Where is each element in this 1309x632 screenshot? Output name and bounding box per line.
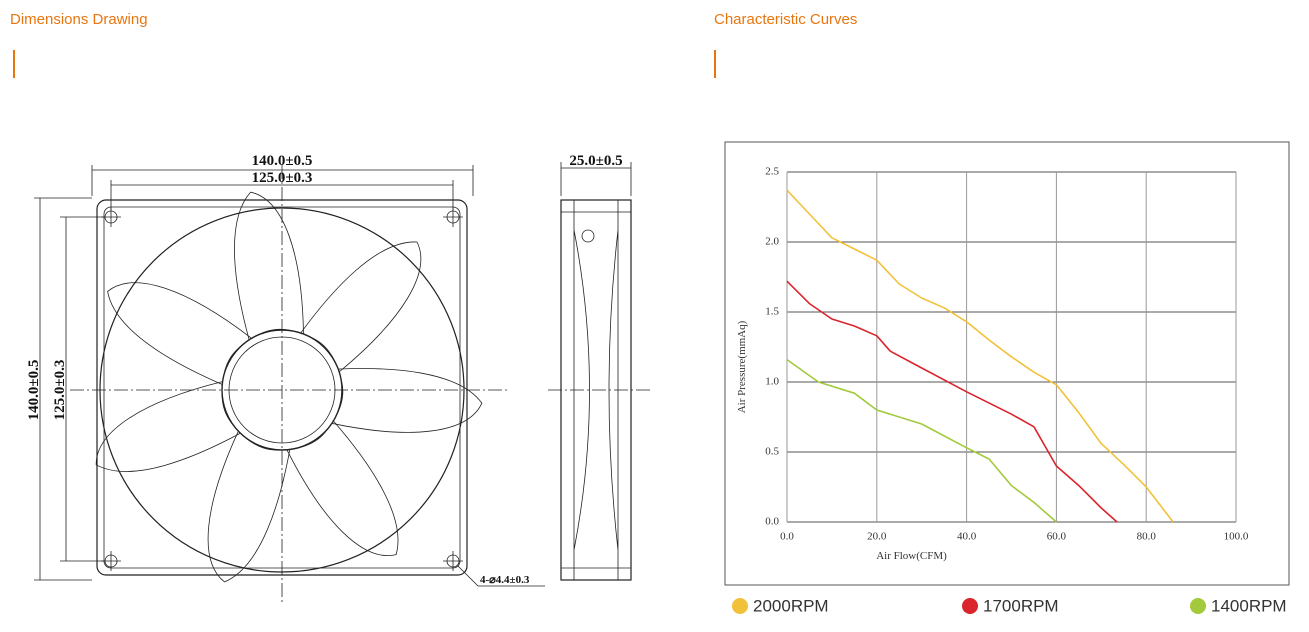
- legend-marker: [1190, 598, 1206, 614]
- legend-marker: [732, 598, 748, 614]
- mount-holes: [101, 207, 463, 571]
- chart: 0.0 0.5 1.0 1.5 2.0 2.5 0.0 20.0 40.0 60.0 80.0 100…: [732, 166, 1287, 615]
- section-title: Dimensions Drawing: [10, 11, 148, 28]
- legend-label: 1700RPM: [983, 596, 1059, 615]
- center-lines: [70, 165, 652, 605]
- x-tick-label: 100.0: [1224, 531, 1249, 543]
- dimension-label: 4-⌀4.4±0.3: [480, 574, 530, 586]
- dimension-label: 25.0±0.5: [569, 153, 622, 169]
- x-tick-label: 20.0: [867, 531, 887, 543]
- y-tick-label: 2.5: [765, 166, 779, 178]
- leader: [457, 565, 545, 587]
- side-view: [560, 199, 632, 581]
- dimension-label: 125.0±0.3: [252, 170, 313, 186]
- y-axis-label: Air Pressure(mmAq): [736, 320, 748, 413]
- chart-frame: [724, 141, 1290, 586]
- x-axis-label: Air Flow(CFM): [876, 550, 947, 562]
- dimension-label: 140.0±0.5: [252, 153, 313, 169]
- y-tick-label: 1.5: [765, 306, 779, 318]
- series-line: [786, 358, 1057, 523]
- dimension-label: 125.0±0.3: [52, 360, 68, 421]
- legend-label: 2000RPM: [753, 596, 829, 615]
- x-tick-label: 60.0: [1047, 531, 1067, 543]
- legend-marker: [962, 598, 978, 614]
- y-tick-label: 1.0: [765, 376, 779, 388]
- section-bar: [13, 50, 15, 78]
- section-bar: [714, 50, 716, 78]
- fan-drawing: 140.0±0.5 125.0±0.3 25.0±0.5 140.0±0.5 1…: [26, 153, 652, 605]
- dimension-label: 140.0±0.5: [26, 360, 42, 421]
- section-title: Characteristic Curves: [714, 11, 857, 28]
- y-tick-label: 2.0: [765, 236, 779, 248]
- x-tick-label: 40.0: [957, 531, 977, 543]
- y-tick-label: 0.5: [765, 446, 779, 458]
- x-tick-label: 0.0: [780, 531, 794, 543]
- y-tick-label: 0.0: [765, 516, 779, 528]
- series-line: [786, 189, 1174, 523]
- x-tick-label: 80.0: [1137, 531, 1157, 543]
- dimension-lines: [34, 162, 632, 581]
- legend-label: 1400RPM: [1211, 596, 1287, 615]
- series-line: [786, 280, 1118, 523]
